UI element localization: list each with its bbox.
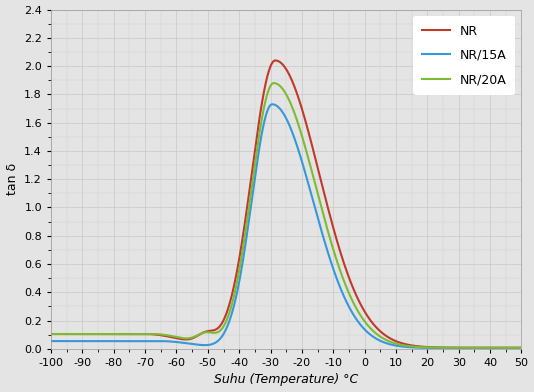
NR/20A xyxy=(228,304,234,309)
NR/15A xyxy=(518,346,524,350)
NR xyxy=(272,58,279,63)
Line: NR: NR xyxy=(51,60,521,348)
NR/15A xyxy=(228,312,234,317)
Legend: NR, NR/15A, NR/20A: NR, NR/15A, NR/20A xyxy=(413,16,515,95)
NR/15A xyxy=(101,339,108,343)
Y-axis label: tan δ: tan δ xyxy=(5,163,19,195)
NR/20A xyxy=(271,81,277,85)
Line: NR/20A: NR/20A xyxy=(51,83,521,348)
NR xyxy=(48,332,54,336)
NR/20A xyxy=(509,345,515,350)
NR/15A xyxy=(509,346,515,350)
NR xyxy=(249,171,255,175)
NR xyxy=(459,345,465,350)
NR/15A xyxy=(269,102,276,107)
NR/15A xyxy=(48,339,54,343)
NR/15A xyxy=(459,346,465,350)
NR xyxy=(509,345,515,350)
NR/15A xyxy=(249,197,255,202)
NR/20A xyxy=(48,332,54,336)
NR/20A xyxy=(101,332,108,336)
NR xyxy=(101,332,108,336)
NR xyxy=(129,332,136,336)
NR xyxy=(228,294,234,299)
NR/15A xyxy=(129,339,136,343)
X-axis label: Suhu (Temperature) °C: Suhu (Temperature) °C xyxy=(214,374,358,387)
Line: NR/15A: NR/15A xyxy=(51,104,521,348)
NR/20A xyxy=(518,345,524,350)
NR/20A xyxy=(249,184,255,189)
NR/20A xyxy=(129,332,136,336)
NR xyxy=(518,345,524,350)
NR/20A xyxy=(459,345,465,350)
